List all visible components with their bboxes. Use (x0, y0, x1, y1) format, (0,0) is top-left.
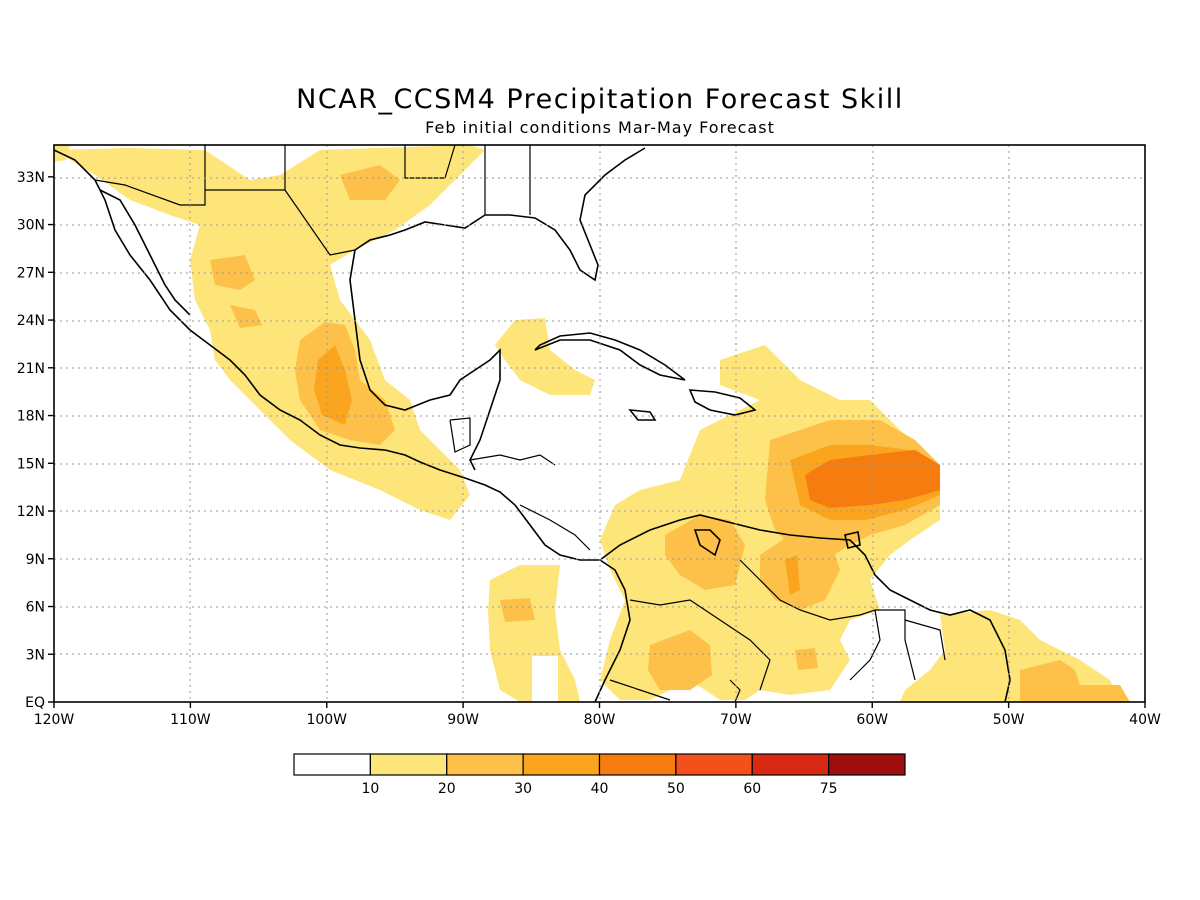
graticule (54, 145, 1145, 702)
skill-shading (54, 145, 1130, 702)
borders (94, 145, 946, 702)
lat-tick-label: 6N (26, 600, 45, 616)
colorbar-label: 20 (438, 781, 456, 797)
colorbar-swatch (751, 753, 830, 776)
colorbar-label: 40 (591, 781, 609, 797)
lat-tick-label: 18N (17, 409, 45, 425)
map-subtitle: Feb initial conditions Mar-May Forecast (425, 118, 775, 137)
colorbar-label: 30 (514, 781, 532, 797)
colorbar-swatch (828, 753, 906, 776)
colorbar-swatch (446, 753, 524, 776)
lon-tick-label: 100W (306, 712, 347, 728)
lon-tick-label: 120W (34, 712, 75, 728)
no-skill-patch (532, 656, 558, 702)
lat-tick-label: 9N (26, 552, 45, 568)
colorbar-swatch (598, 753, 677, 776)
colorbar-label: 75 (820, 781, 838, 797)
skill-level-10-20 (54, 145, 1120, 702)
lat-tick-label: 15N (17, 456, 45, 472)
lon-tick-label: 80W (584, 712, 616, 728)
lon-tick-label: 90W (447, 712, 479, 728)
lon-tick-label: 70W (720, 712, 752, 728)
lat-tick-label: 12N (17, 504, 45, 520)
colorbar-swatch (369, 753, 448, 776)
lat-tick-label: 33N (17, 170, 45, 186)
lon-axis: 120W 110W 100W 90W 80W 70W 60W 50W 40W (34, 702, 1161, 728)
colorbar-label: 60 (743, 781, 761, 797)
lat-tick-label: 21N (17, 361, 45, 377)
lon-tick-label: 60W (856, 712, 888, 728)
colorbar-swatch (293, 753, 371, 776)
colorbar-swatch (675, 753, 753, 776)
lon-tick-label: 40W (1129, 712, 1161, 728)
map-title: NCAR_CCSM4 Precipitation Forecast Skill (296, 84, 904, 115)
lat-tick-label: 27N (17, 265, 45, 281)
colorbar-label: 10 (361, 781, 379, 797)
lon-tick-label: 50W (993, 712, 1025, 728)
lat-tick-label: 3N (26, 647, 45, 663)
colorbar: 10 20 30 40 50 60 75 (293, 753, 906, 797)
lat-tick-label: 30N (17, 218, 45, 234)
coastlines (54, 147, 1011, 702)
lat-axis: EQ 3N 6N 9N 12N 15N 18N 21N 24N 27N 30N 33N (17, 170, 54, 711)
lon-tick-label: 110W (170, 712, 211, 728)
lat-tick-label: EQ (25, 695, 45, 711)
colorbar-label: 50 (667, 781, 685, 797)
colorbar-swatch (522, 753, 601, 776)
lat-tick-label: 24N (17, 313, 45, 329)
